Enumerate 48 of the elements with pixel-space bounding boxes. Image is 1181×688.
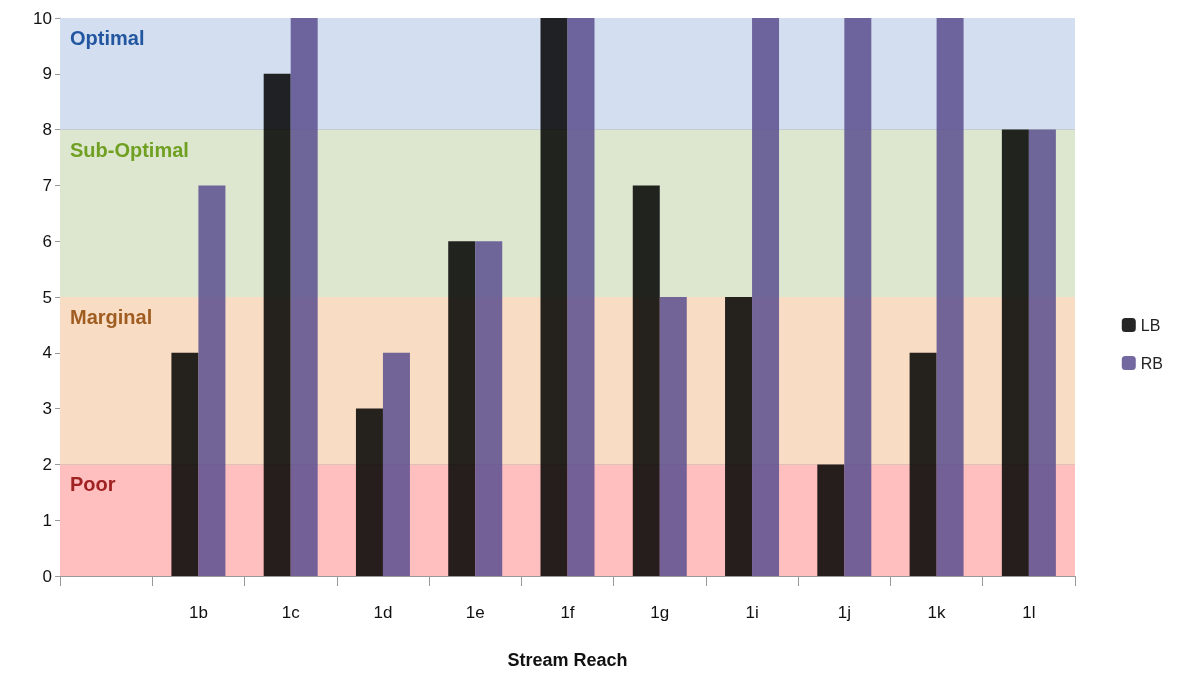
bar (475, 241, 503, 576)
x-tick-label: 1l (1022, 603, 1036, 622)
bar (355, 408, 383, 576)
bar (725, 297, 753, 576)
bar (1028, 129, 1056, 576)
bar (382, 352, 410, 576)
band-label: Optimal (70, 27, 145, 49)
bar (844, 18, 872, 576)
y-tick-label: 7 (42, 175, 52, 195)
bar (632, 185, 660, 576)
bar (171, 352, 199, 576)
x-tick-label: 1f (560, 603, 575, 622)
y-tick-label: 1 (42, 510, 52, 530)
x-tick-label: 1c (281, 603, 301, 622)
y-tick-label: 6 (42, 231, 52, 251)
legend-label: LB (1140, 316, 1161, 334)
x-tick-label: 1i (745, 603, 759, 622)
bar (659, 297, 687, 576)
y-tick-label: 5 (42, 287, 52, 307)
bar (909, 352, 937, 576)
bar (936, 18, 964, 576)
bar (817, 464, 845, 576)
x-tick-label: 1g (650, 603, 670, 622)
bar (752, 18, 780, 576)
bar (567, 18, 595, 576)
y-tick-label: 0 (42, 566, 52, 586)
band-label: Poor (70, 473, 116, 496)
y-tick-label: 2 (42, 454, 52, 474)
y-tick-label: 3 (42, 399, 52, 419)
y-tick-label: 4 (42, 343, 52, 363)
bar (263, 73, 291, 576)
legend-label: RB (1140, 354, 1164, 372)
x-tick-label: 1d (373, 603, 393, 622)
x-axis-title: Stream Reach (507, 650, 628, 670)
bar (1001, 129, 1029, 576)
y-tick-label: 9 (42, 64, 52, 84)
y-tick-label: 10 (33, 8, 52, 28)
bar (448, 241, 476, 576)
bar (540, 18, 568, 576)
x-tick-label: 1k (927, 603, 947, 622)
y-tick-label: 8 (42, 120, 52, 140)
bar (198, 185, 226, 576)
band-label: Marginal (70, 306, 153, 328)
x-tick-label: 1j (837, 603, 851, 622)
x-tick-label: 1b (188, 603, 208, 622)
band-label: Sub-Optimal (70, 138, 189, 161)
bar (290, 18, 318, 576)
x-tick-label: 1e (465, 603, 485, 622)
